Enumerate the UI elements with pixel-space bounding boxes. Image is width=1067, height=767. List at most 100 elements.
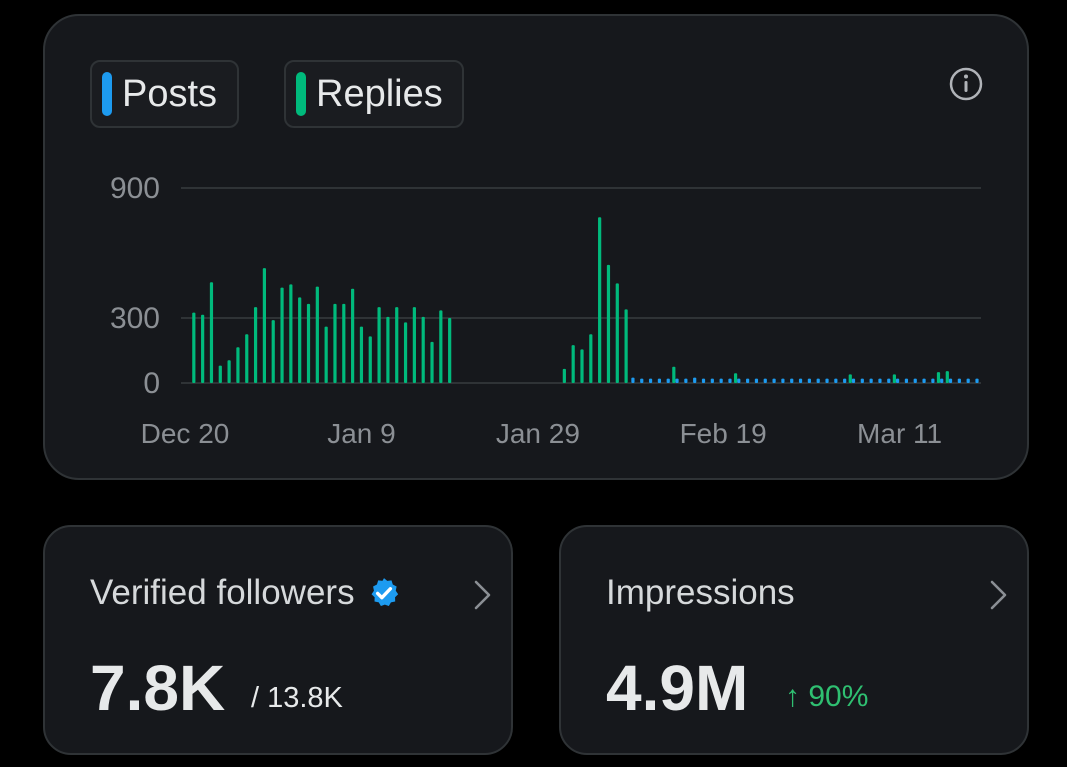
x-tick-label: Dec 20 (141, 418, 230, 449)
y-tick-label: 900 (110, 172, 160, 205)
posts-bar (948, 378, 953, 383)
replies-bar (289, 284, 293, 383)
replies-bar (359, 326, 364, 383)
replies-bar (403, 322, 408, 383)
posts-bar (790, 378, 794, 383)
posts-bar (754, 378, 759, 383)
replies-bar (280, 287, 284, 383)
x-tick-label: Feb 19 (680, 418, 767, 449)
posts-bar (913, 378, 917, 383)
posts-bar (966, 378, 970, 383)
posts-bar (666, 378, 670, 383)
posts-bar (737, 378, 741, 383)
posts-bar (975, 378, 979, 383)
posts-bar (887, 378, 891, 383)
posts-bar (640, 378, 644, 383)
replies-bar (377, 307, 381, 383)
activity-chart-card: Posts Replies 900 300 0 Dec 20 Jan 9 Jan 29 Fe… (43, 14, 1029, 480)
posts-bar (825, 378, 829, 383)
chevron-right-icon[interactable] (471, 577, 495, 613)
legend-posts-label: Posts (122, 72, 218, 115)
verified-badge-icon (371, 578, 398, 607)
replies-bar (342, 303, 346, 383)
posts-bar (701, 378, 706, 383)
impressions-card[interactable]: Impressions 4.9M ↑ 90% (559, 525, 1029, 755)
posts-bar (940, 378, 944, 383)
replies-bar (253, 307, 258, 383)
verified-followers-card[interactable]: Verified followers 7.8K / 13.8K (43, 525, 513, 755)
posts-bar (763, 378, 767, 383)
followers-title-row: Verified followers (90, 573, 401, 613)
posts-bar (834, 378, 838, 383)
posts-bar (746, 378, 750, 383)
posts-bar (728, 378, 732, 383)
posts-bar (931, 378, 935, 383)
posts-bar (957, 378, 961, 383)
replies-bar (201, 314, 205, 383)
replies-bar (262, 268, 266, 383)
replies-bar (227, 360, 231, 383)
posts-bar (657, 378, 661, 383)
replies-bar (333, 303, 337, 383)
replies-bar (298, 297, 302, 383)
chevron-right-icon[interactable] (987, 577, 1011, 613)
posts-bar (710, 378, 714, 383)
posts-bar (719, 378, 723, 383)
replies-bar (430, 341, 434, 383)
replies-bar (733, 373, 738, 383)
legend-posts[interactable]: Posts (90, 60, 239, 128)
replies-bar (562, 368, 566, 383)
info-icon[interactable] (948, 66, 984, 102)
replies-bar (271, 320, 275, 383)
x-tick-label: Jan 29 (496, 418, 580, 449)
posts-bar (781, 378, 785, 383)
impressions-value: 4.9M (606, 652, 749, 724)
x-tick-label: Mar 11 (857, 418, 942, 449)
posts-bar (693, 377, 697, 383)
replies-bar (589, 334, 593, 383)
replies-bar (945, 371, 949, 383)
replies-bar (571, 345, 575, 383)
posts-bar (860, 378, 864, 383)
posts-bar (843, 378, 847, 383)
bar-chart: 900 300 0 Dec 20 Jan 9 Jan 29 Feb 19 Mar 11 (110, 172, 981, 449)
replies-bar (448, 318, 452, 383)
posts-bar (896, 378, 900, 383)
posts-bar (922, 378, 926, 383)
replies-bar (672, 366, 676, 383)
impressions-title-row: Impressions (606, 573, 795, 613)
replies-bar (892, 374, 896, 383)
y-tick-label: 300 (110, 302, 160, 335)
posts-bar (904, 378, 909, 383)
replies-bar (412, 307, 416, 383)
impressions-title: Impressions (606, 573, 795, 612)
posts-color-swatch (102, 72, 112, 116)
replies-bar (315, 286, 319, 383)
legend-replies-label: Replies (316, 72, 443, 115)
replies-bar (421, 316, 425, 383)
replies-bar (218, 365, 222, 383)
impressions-change: ↑ 90% (785, 680, 869, 713)
replies-bar (848, 374, 852, 383)
replies-bar (580, 349, 584, 383)
posts-bar (798, 378, 803, 383)
replies-bar (606, 264, 611, 383)
posts-bar (631, 377, 635, 383)
replies-bar (395, 307, 399, 383)
legend-replies[interactable]: Replies (284, 60, 464, 128)
posts-bar (675, 378, 679, 383)
replies-bar (306, 303, 311, 383)
followers-total: / 13.8K (251, 682, 343, 714)
posts-bar (851, 378, 856, 383)
replies-color-swatch (296, 72, 306, 116)
replies-bar (936, 372, 941, 383)
posts-bar (878, 378, 882, 383)
followers-title: Verified followers (90, 573, 355, 612)
posts-bar (869, 378, 873, 383)
replies-bar (324, 326, 328, 383)
replies-bar (351, 288, 355, 383)
posts-bar (816, 378, 820, 383)
replies-bar (245, 334, 249, 383)
posts-bar (684, 378, 688, 383)
replies-bar (624, 309, 628, 383)
